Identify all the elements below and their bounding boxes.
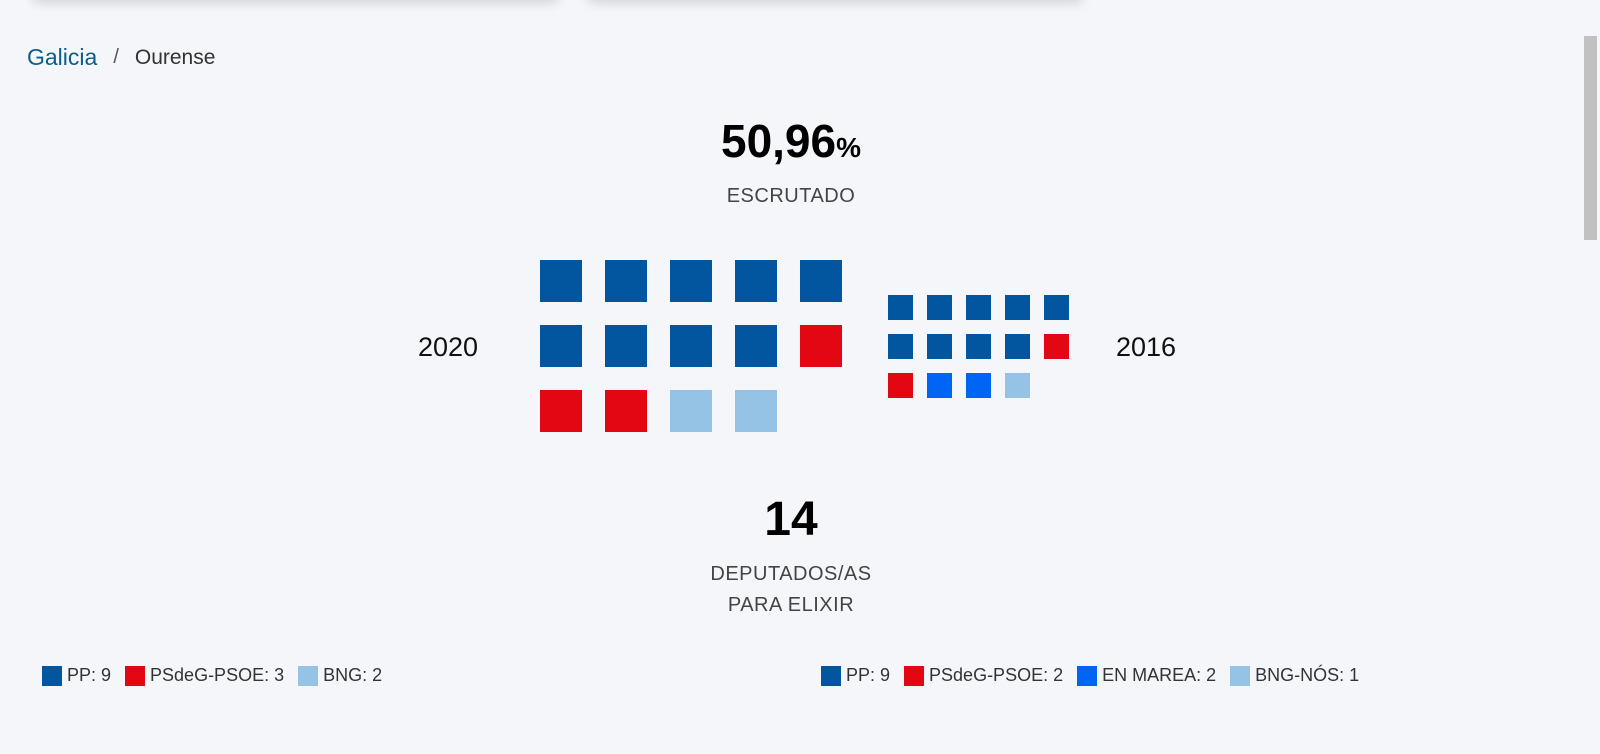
seat-square: [735, 390, 777, 432]
seat-square: [1005, 373, 1030, 398]
legend-swatch: [42, 665, 62, 686]
legend-label: PSdeG-PSOE: 3: [150, 665, 285, 685]
legend-label: BNG-NÓS: 1: [1255, 665, 1360, 685]
scrutiny-value: 50,96: [720, 115, 837, 167]
legend-label: PP: 9: [67, 665, 112, 685]
seat-square: [927, 295, 952, 320]
seat-square: [888, 334, 913, 359]
seat-square: [800, 260, 842, 302]
seat-square: [605, 325, 647, 367]
scrollbar[interactable]: [1582, 0, 1600, 754]
scrutiny-label: ESCRUTADO: [726, 185, 856, 207]
seat-square: [1005, 334, 1030, 359]
seat-square: [540, 260, 582, 302]
year-2020-label: 2020: [418, 332, 479, 362]
seat-square: [800, 325, 842, 367]
legend-swatch: [298, 665, 319, 686]
breadcrumb-separator: /: [113, 46, 119, 68]
seat-square: [670, 325, 712, 367]
seat-square: [1044, 295, 1069, 320]
seats-label-line2: PARA ELIXIR: [727, 594, 855, 616]
breadcrumb: Galicia / Ourense: [27, 44, 215, 71]
year-2016-label: 2016: [1116, 332, 1177, 362]
legend-swatch: [821, 665, 841, 686]
seat-square: [670, 390, 712, 432]
seat-square: [888, 295, 913, 320]
seats-total: 14: [764, 493, 818, 546]
breadcrumb-current: Ourense: [134, 45, 216, 69]
legend-label: PSdeG-PSOE: 2: [929, 665, 1064, 685]
seat-square: [735, 260, 777, 302]
seat-square: [735, 325, 777, 367]
legend-label: BNG: 2: [323, 665, 383, 685]
legend-label: PP: 9: [846, 665, 891, 685]
legend-swatch: [125, 665, 146, 686]
seat-square: [966, 334, 991, 359]
seat-square: [927, 334, 952, 359]
legend-swatch: [1077, 665, 1098, 686]
scrollbar-thumb[interactable]: [1584, 36, 1597, 240]
legend-item: PSdeG-PSOE: 3: [125, 665, 284, 686]
seat-square: [540, 325, 582, 367]
legend-swatch: [904, 665, 925, 686]
seat-square: [670, 260, 712, 302]
legend-2020: PP: 9 PSdeG-PSOE: 3 BNG: 2: [42, 665, 396, 686]
legend-item: PSdeG-PSOE: 2: [904, 665, 1063, 686]
scrutiny-unit: %: [836, 132, 862, 163]
seat-square: [966, 295, 991, 320]
legend-item: PP: 9: [821, 665, 890, 686]
legend-item: PP: 9: [42, 665, 111, 686]
legend-item: BNG-NÓS: 1: [1230, 665, 1359, 686]
seat-square: [605, 390, 647, 432]
seat-square: [927, 373, 952, 398]
legend-item: BNG: 2: [298, 665, 382, 686]
seat-square: [1044, 334, 1069, 359]
seats-label-line1: DEPUTADOS/AS: [710, 563, 872, 585]
scrutiny-percentage: 50,96%: [0, 114, 1582, 168]
seat-square: [540, 390, 582, 432]
seat-square: [888, 373, 913, 398]
seat-square: [605, 260, 647, 302]
legend-swatch: [1230, 665, 1251, 686]
legend-2016: PP: 9 PSdeG-PSOE: 2 EN MAREA: 2 BNG-NÓS: 1: [821, 665, 1373, 686]
legend-label: EN MAREA: 2: [1102, 665, 1217, 685]
seat-square: [1005, 295, 1030, 320]
seat-square: [966, 373, 991, 398]
breadcrumb-galicia-link[interactable]: Galicia: [27, 44, 98, 70]
legend-item: EN MAREA: 2: [1077, 665, 1216, 686]
